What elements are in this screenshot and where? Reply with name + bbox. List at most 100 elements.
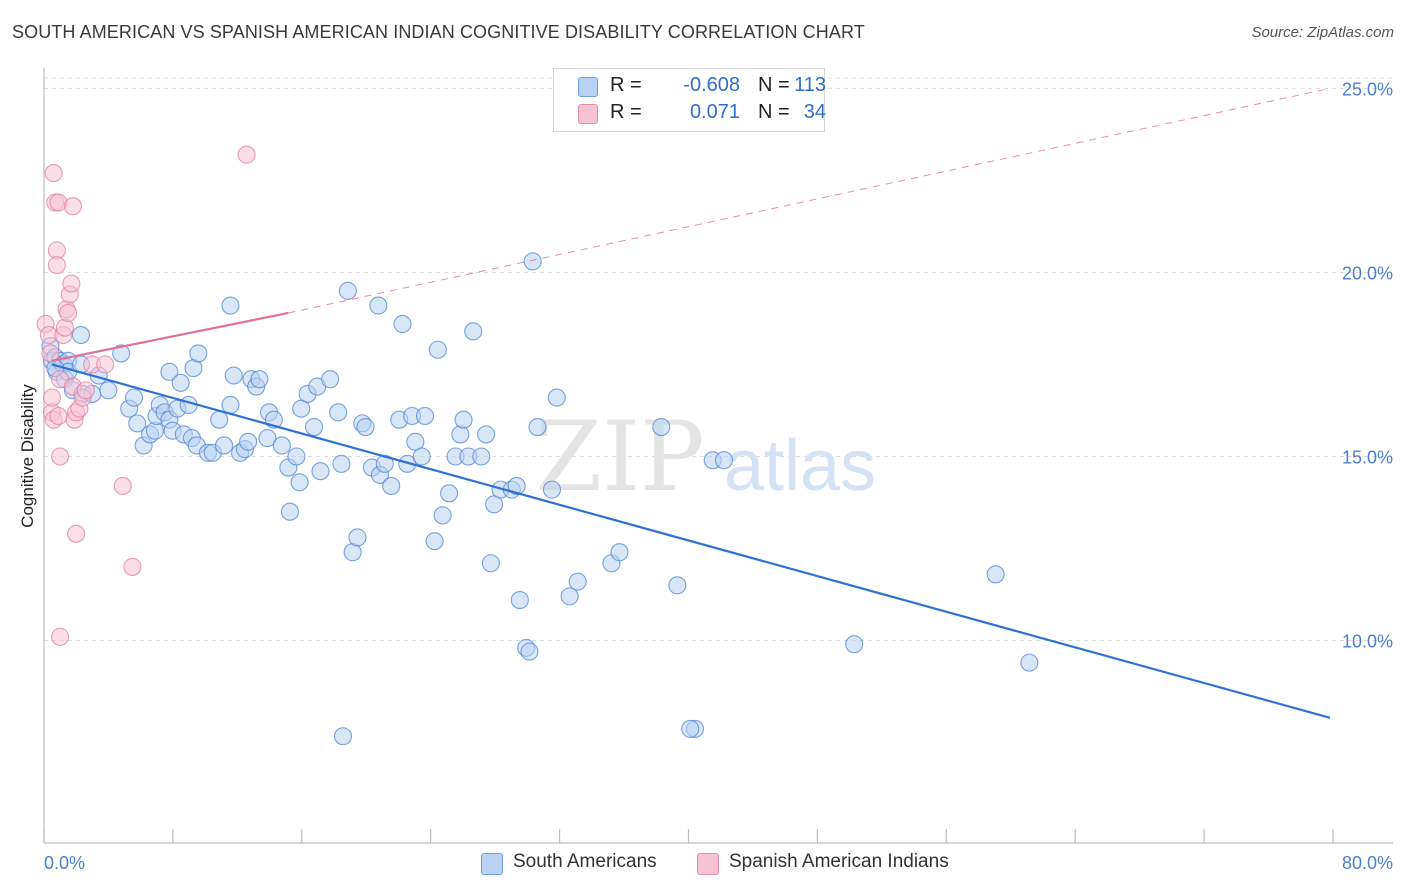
point-south-american — [171, 373, 190, 392]
point-south-american — [305, 418, 324, 437]
legend-r-label: R = — [610, 74, 642, 96]
point-south-american — [112, 344, 131, 363]
axes — [43, 68, 1393, 844]
point-south-american — [523, 252, 542, 271]
legend-n-value: 34 — [803, 101, 826, 123]
point-south-american — [348, 528, 367, 547]
x-tick-min: 0.0% — [44, 853, 85, 873]
point-south-american — [472, 447, 491, 466]
point-south-american — [329, 403, 348, 422]
watermark: ZIP atlas — [535, 401, 876, 513]
point-south-american — [652, 418, 671, 437]
point-south-american — [464, 322, 483, 341]
point-spanish-american-indian — [59, 303, 78, 322]
point-south-american — [272, 436, 291, 455]
point-spanish-american-indian — [41, 344, 60, 363]
bottom-legend-label: Spanish American Indians — [729, 851, 949, 872]
point-spanish-american-indian — [51, 447, 70, 466]
correlation-legend: R = -0.608 N = 113 R = 0.071 N = 34 — [553, 68, 826, 132]
point-spanish-american-indian — [237, 145, 256, 164]
point-spanish-american-indian — [63, 197, 82, 216]
point-south-american — [224, 366, 243, 385]
point-south-american — [528, 418, 547, 437]
point-south-american — [321, 370, 340, 389]
point-south-american — [332, 454, 351, 473]
point-south-american — [845, 635, 864, 654]
legend-swatch-pink — [578, 104, 598, 124]
y-axis-label: Cognitive Disability — [18, 384, 37, 528]
point-south-american — [714, 451, 734, 470]
trend-line-spanish-american-indians — [51, 311, 289, 362]
point-south-american — [440, 484, 459, 503]
point-south-american — [239, 432, 258, 451]
point-south-american — [333, 727, 353, 746]
point-south-american — [986, 565, 1005, 584]
point-south-american — [250, 370, 269, 389]
point-spanish-american-indian — [44, 164, 63, 183]
watermark-atlas: atlas — [724, 426, 876, 506]
point-south-american — [160, 362, 179, 381]
x-tick-max: 80.0% — [1342, 853, 1393, 873]
bottom-legend-swatch-pink — [697, 853, 719, 875]
point-south-american — [210, 410, 229, 429]
point-south-american — [568, 572, 587, 591]
legend-n-label: N = — [758, 74, 790, 96]
point-south-american — [369, 296, 388, 315]
point-south-american — [398, 454, 417, 473]
point-spanish-american-indian — [96, 355, 115, 374]
point-south-american — [520, 642, 539, 661]
chart-source: Source: ZipAtlas.com — [1251, 24, 1394, 41]
legend-n-label: N = — [758, 101, 790, 123]
point-south-american — [382, 476, 401, 495]
point-spanish-american-indian — [113, 476, 132, 495]
point-south-american — [393, 314, 412, 334]
point-south-american — [451, 425, 470, 444]
point-south-american — [311, 462, 330, 481]
point-south-american — [71, 325, 91, 345]
point-spanish-american-indian — [55, 318, 74, 337]
point-south-american — [221, 296, 240, 315]
point-south-american — [338, 281, 357, 300]
point-south-american — [428, 340, 447, 359]
trend-line-spanish-american-indians-extension — [288, 87, 1331, 314]
point-south-american — [287, 447, 306, 466]
legend-swatch-blue — [578, 77, 598, 97]
series-spanish-american-indians — [36, 145, 256, 646]
point-south-american — [681, 719, 700, 738]
point-spanish-american-indian — [51, 627, 70, 646]
bottom-legend-label: South Americans — [513, 851, 657, 872]
legend-r-label: R = — [610, 101, 642, 123]
bottom-legend-swatch-blue — [481, 853, 503, 875]
point-south-american — [124, 388, 144, 407]
point-spanish-american-indian — [42, 388, 62, 407]
point-south-american — [547, 388, 566, 407]
point-south-american — [280, 502, 299, 521]
legend-r-value: -0.608 — [683, 74, 740, 96]
point-south-american — [1020, 653, 1039, 672]
y-tick-label: 15.0% — [1342, 448, 1393, 468]
point-south-american — [221, 395, 240, 415]
legend-n-value: 113 — [794, 74, 826, 96]
point-south-american — [507, 476, 526, 495]
point-south-american — [477, 425, 496, 444]
point-south-american — [128, 414, 147, 433]
y-tick-label: 10.0% — [1342, 632, 1393, 652]
watermark-zip: ZIP — [535, 401, 704, 513]
point-south-american — [356, 418, 375, 437]
point-south-american — [290, 473, 309, 492]
point-south-american — [610, 543, 629, 562]
point-south-american — [214, 436, 234, 455]
point-south-american — [433, 506, 452, 525]
chart-title: SOUTH AMERICAN VS SPANISH AMERICAN INDIA… — [12, 22, 865, 42]
point-south-american — [542, 480, 562, 499]
point-south-american — [258, 429, 277, 448]
point-spanish-american-indian — [47, 256, 66, 275]
point-spanish-american-indian — [67, 524, 86, 543]
point-south-american — [454, 410, 473, 429]
trend-lines — [51, 87, 1331, 719]
point-south-american — [99, 381, 118, 400]
point-south-american — [560, 587, 579, 606]
point-spanish-american-indian — [76, 381, 95, 400]
point-south-american — [412, 447, 431, 466]
